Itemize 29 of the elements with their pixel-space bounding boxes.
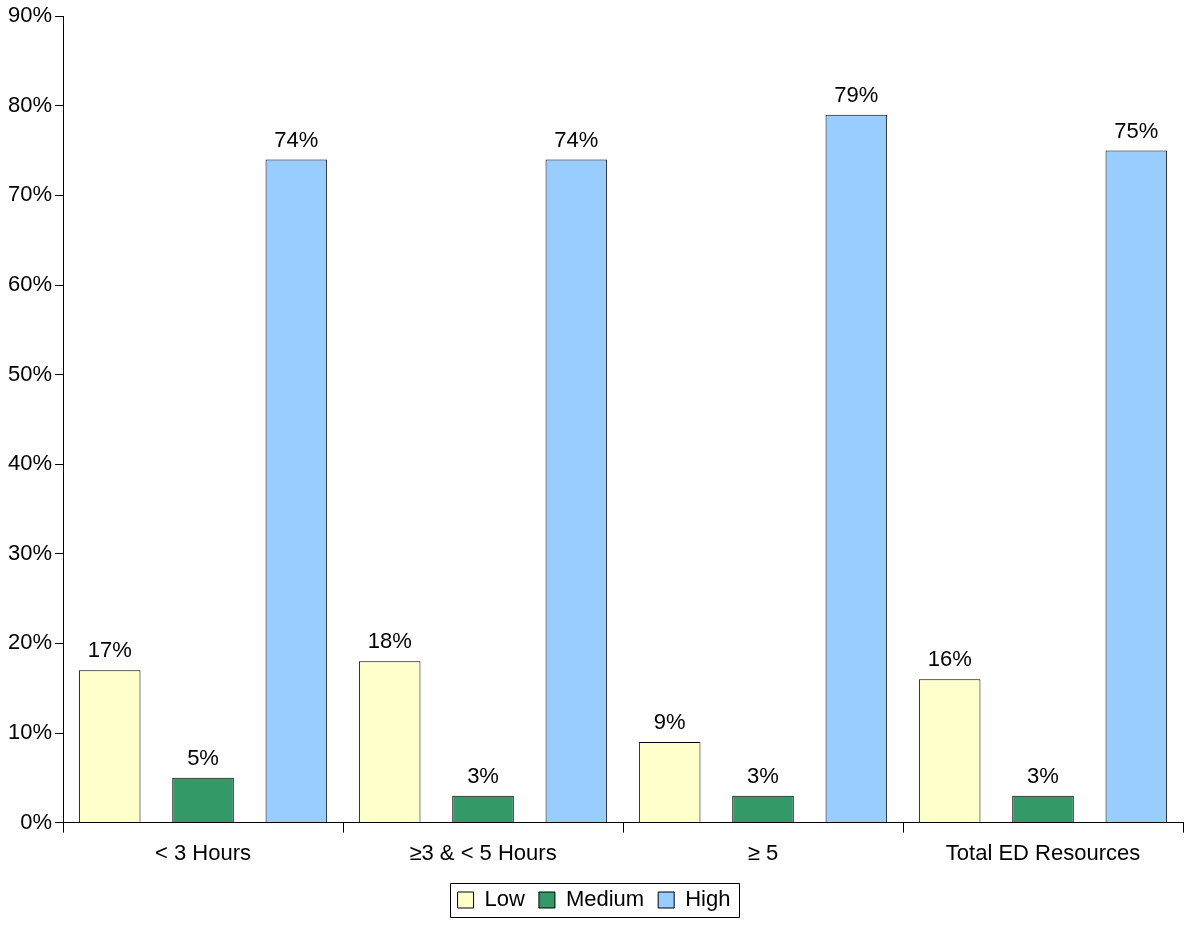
data-label: 3% [467, 762, 499, 788]
y-tick-label: 90% [7, 2, 53, 28]
data-label: 79% [834, 81, 879, 107]
data-label: 17% [87, 637, 132, 663]
y-tick-label: 70% [7, 181, 53, 207]
y-tick-label: 30% [7, 539, 53, 565]
legend-label: Low [484, 886, 526, 912]
y-tick-label: 60% [7, 271, 53, 297]
x-tick-label: < 3 Hours [155, 839, 252, 865]
y-tick-label: 10% [7, 719, 53, 745]
data-label: 5% [187, 744, 219, 770]
x-tick-label: ≥ 5 [747, 839, 779, 865]
y-tick-label: 40% [7, 450, 53, 476]
data-label: 74% [274, 126, 319, 152]
data-label: 75% [1114, 117, 1159, 143]
legend-label: Medium [565, 886, 645, 912]
data-label: 3% [747, 762, 779, 788]
legend-label: High [685, 886, 731, 912]
y-tick-label: 50% [7, 360, 53, 386]
data-label: 9% [653, 709, 686, 735]
x-tick-label: Total ED Resources [945, 839, 1141, 865]
x-tick-label: ≥3 & < 5 Hours [409, 839, 557, 865]
data-label: 16% [927, 646, 972, 672]
data-label: 3% [1027, 762, 1059, 788]
y-tick-label: 80% [7, 91, 53, 117]
data-label: 74% [554, 126, 599, 152]
data-label: 18% [367, 628, 412, 654]
y-tick-label: 0% [20, 808, 53, 834]
y-tick-label: 20% [7, 629, 53, 655]
